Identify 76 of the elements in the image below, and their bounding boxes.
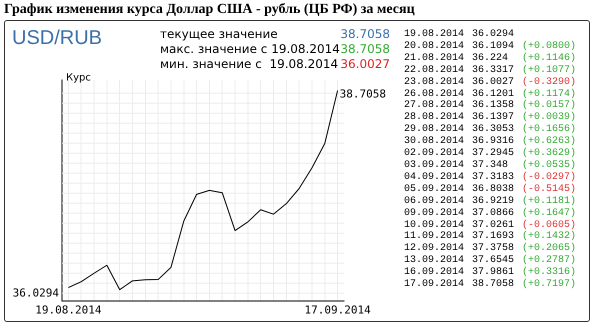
text: 37.0261 (472, 220, 516, 231)
text: 16.09.2014 (404, 267, 466, 279)
text: (+0.1181) (522, 196, 576, 208)
text: USD/RUB (12, 27, 102, 50)
text: 02.09.2014 (404, 148, 466, 160)
text: (+0.1077) (522, 64, 576, 76)
text: (+0.1174) (522, 88, 576, 100)
text: 36.8038 (472, 184, 516, 196)
text: (-0.0605) (522, 220, 576, 230)
text: 03.09.2014 (404, 160, 466, 172)
text: 36.1201 (472, 88, 516, 100)
text: 06.09.2014 (404, 196, 466, 208)
text: 13.09.2014 (404, 255, 466, 267)
text: 23.08.2014 (404, 76, 466, 89)
text: (-0.3290) (522, 76, 576, 88)
text: 36.3317 (472, 64, 516, 77)
text: 36.9219 (472, 196, 516, 208)
text: (+0.0535) (522, 160, 576, 172)
text: 38.7058 (340, 42, 390, 56)
text: 11.09.2014 (404, 231, 466, 243)
text: (-0.5145) (522, 184, 576, 196)
text: 22.08.2014 (404, 64, 466, 77)
text: 36.0294 (472, 29, 516, 41)
text: (+0.3629) (522, 148, 576, 160)
text: (+0.2787) (522, 255, 576, 266)
text: 21.08.2014 (404, 52, 466, 65)
text: 37.9861 (472, 267, 516, 279)
text: 26.08.2014 (404, 88, 466, 100)
text: (+0.6263) (522, 136, 576, 148)
text: 36.0027 (472, 76, 516, 89)
text: 37.3183 (472, 172, 516, 184)
text: 05.09.2014 (404, 184, 466, 196)
text: (-0.0297) (522, 172, 576, 184)
text: 36.1094 (472, 40, 516, 53)
text: 12.09.2014 (404, 243, 466, 255)
text: 37.6545 (472, 255, 516, 267)
y-axis-title: Курс (66, 72, 91, 84)
text: (+0.2065) (522, 243, 576, 254)
text: (+0.1656) (522, 124, 576, 136)
text: (+0.1647) (522, 208, 576, 220)
text: (+0.0800) (522, 40, 576, 52)
chart-title: График изменения курса Доллар США - рубль (ЦБ РФ) за месяц (4, 2, 415, 17)
text: (+0.0039) (522, 112, 576, 124)
text: мин. значение с 19.08.2014 (160, 57, 338, 71)
text: 36.1358 (472, 100, 516, 112)
text: 28.08.2014 (404, 112, 466, 124)
text: 36.1397 (472, 112, 516, 124)
text: 17.09.2014 (404, 279, 466, 291)
text: макс. значение с 19.08.2014 (160, 42, 340, 56)
annotation: 36.0294 (12, 286, 60, 300)
text: 10.09.2014 (404, 220, 466, 231)
text: 37.2945 (472, 148, 516, 160)
text: (+0.0157) (522, 100, 576, 112)
text: 38.7058 (340, 27, 390, 41)
text: 37.1693 (472, 231, 516, 243)
text: 37.3758 (472, 243, 516, 255)
text: (+0.1432) (522, 231, 576, 242)
text: текущее значение (160, 27, 278, 41)
text: 29.08.2014 (404, 124, 466, 136)
text: 27.08.2014 (404, 100, 466, 112)
text: 36.9316 (472, 136, 516, 148)
text: 30.08.2014 (404, 136, 466, 148)
text: 37.0866 (472, 208, 516, 220)
text: 04.09.2014 (404, 172, 466, 184)
text: 37.348 (472, 160, 510, 172)
text: 19.08.2014 (404, 29, 466, 41)
text: (+0.3316) (522, 267, 576, 278)
text: 38.7058 (472, 279, 516, 291)
text: (+0.7197) (522, 279, 576, 291)
text: 36.0027 (340, 57, 390, 71)
text: 36.3053 (472, 124, 516, 136)
text: 36.224 (472, 52, 510, 65)
text: 09.09.2014 (404, 208, 466, 220)
text: (+0.1146) (522, 52, 576, 64)
text: 20.08.2014 (404, 40, 466, 53)
annotation: 38.7058 (340, 87, 386, 100)
